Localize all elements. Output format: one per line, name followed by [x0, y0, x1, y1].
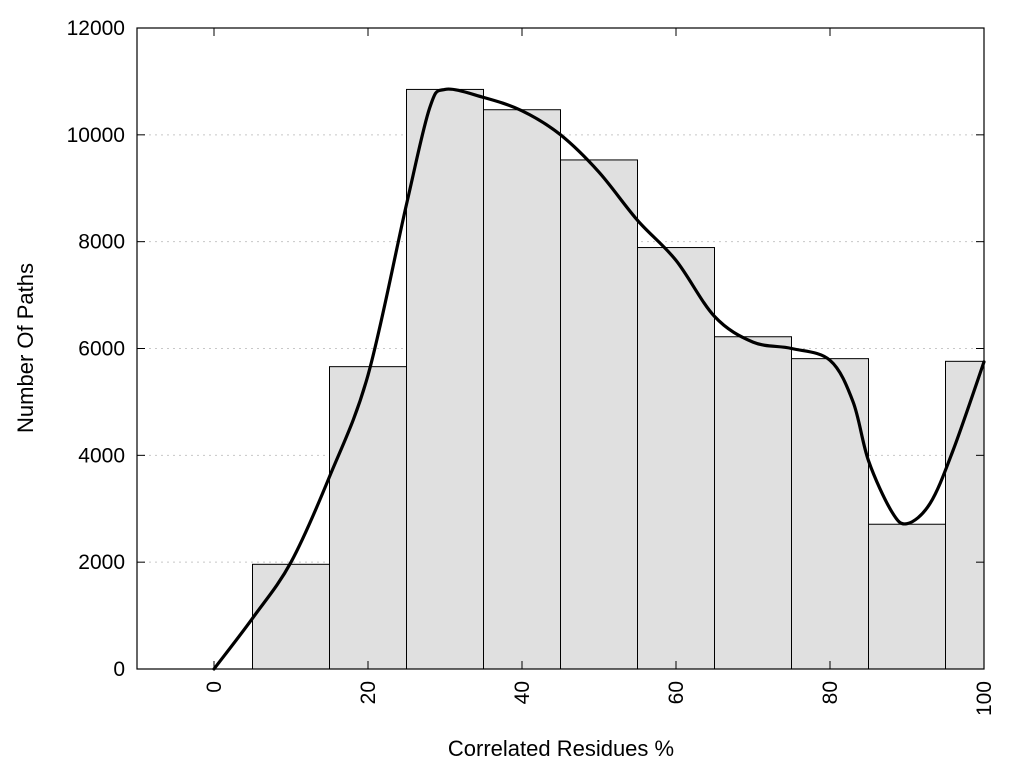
histogram-bar — [560, 159, 638, 670]
y-tick-label: 6000 — [78, 338, 125, 361]
histogram-bar — [252, 563, 330, 670]
x-tick-label: 100 — [973, 681, 996, 716]
y-tick-label: 4000 — [78, 444, 125, 467]
y-tick-label: 0 — [113, 658, 125, 681]
density-curve — [212, 87, 986, 671]
x-tick-label: 60 — [665, 681, 688, 704]
x-tick-label: 80 — [819, 681, 842, 704]
y-tick-label: 10000 — [67, 124, 125, 147]
x-tick-label: 40 — [511, 681, 534, 704]
y-axis-label: Number Of Paths — [13, 263, 38, 433]
bars — [252, 88, 985, 670]
histogram-bar — [406, 88, 484, 670]
x-axis-label: Correlated Residues % — [448, 736, 674, 761]
y-tick-label: 2000 — [78, 551, 125, 574]
histogram-bar — [637, 247, 715, 670]
histogram-bar — [714, 336, 792, 670]
histogram-bar — [791, 358, 869, 670]
histogram-bar — [483, 109, 561, 670]
histogram-bar — [945, 360, 985, 670]
y-tick-label: 12000 — [67, 17, 125, 40]
y-axis-ticks: 0 2000 4000 6000 8000 10000 12000 — [67, 17, 984, 681]
histogram-bar — [868, 523, 946, 670]
x-tick-label: 0 — [203, 681, 226, 693]
y-tick-label: 8000 — [78, 231, 125, 254]
x-axis-ticks: 0 20 40 60 80 100 — [203, 28, 996, 716]
histogram-bar — [329, 366, 407, 670]
x-tick-label: 20 — [357, 681, 380, 704]
